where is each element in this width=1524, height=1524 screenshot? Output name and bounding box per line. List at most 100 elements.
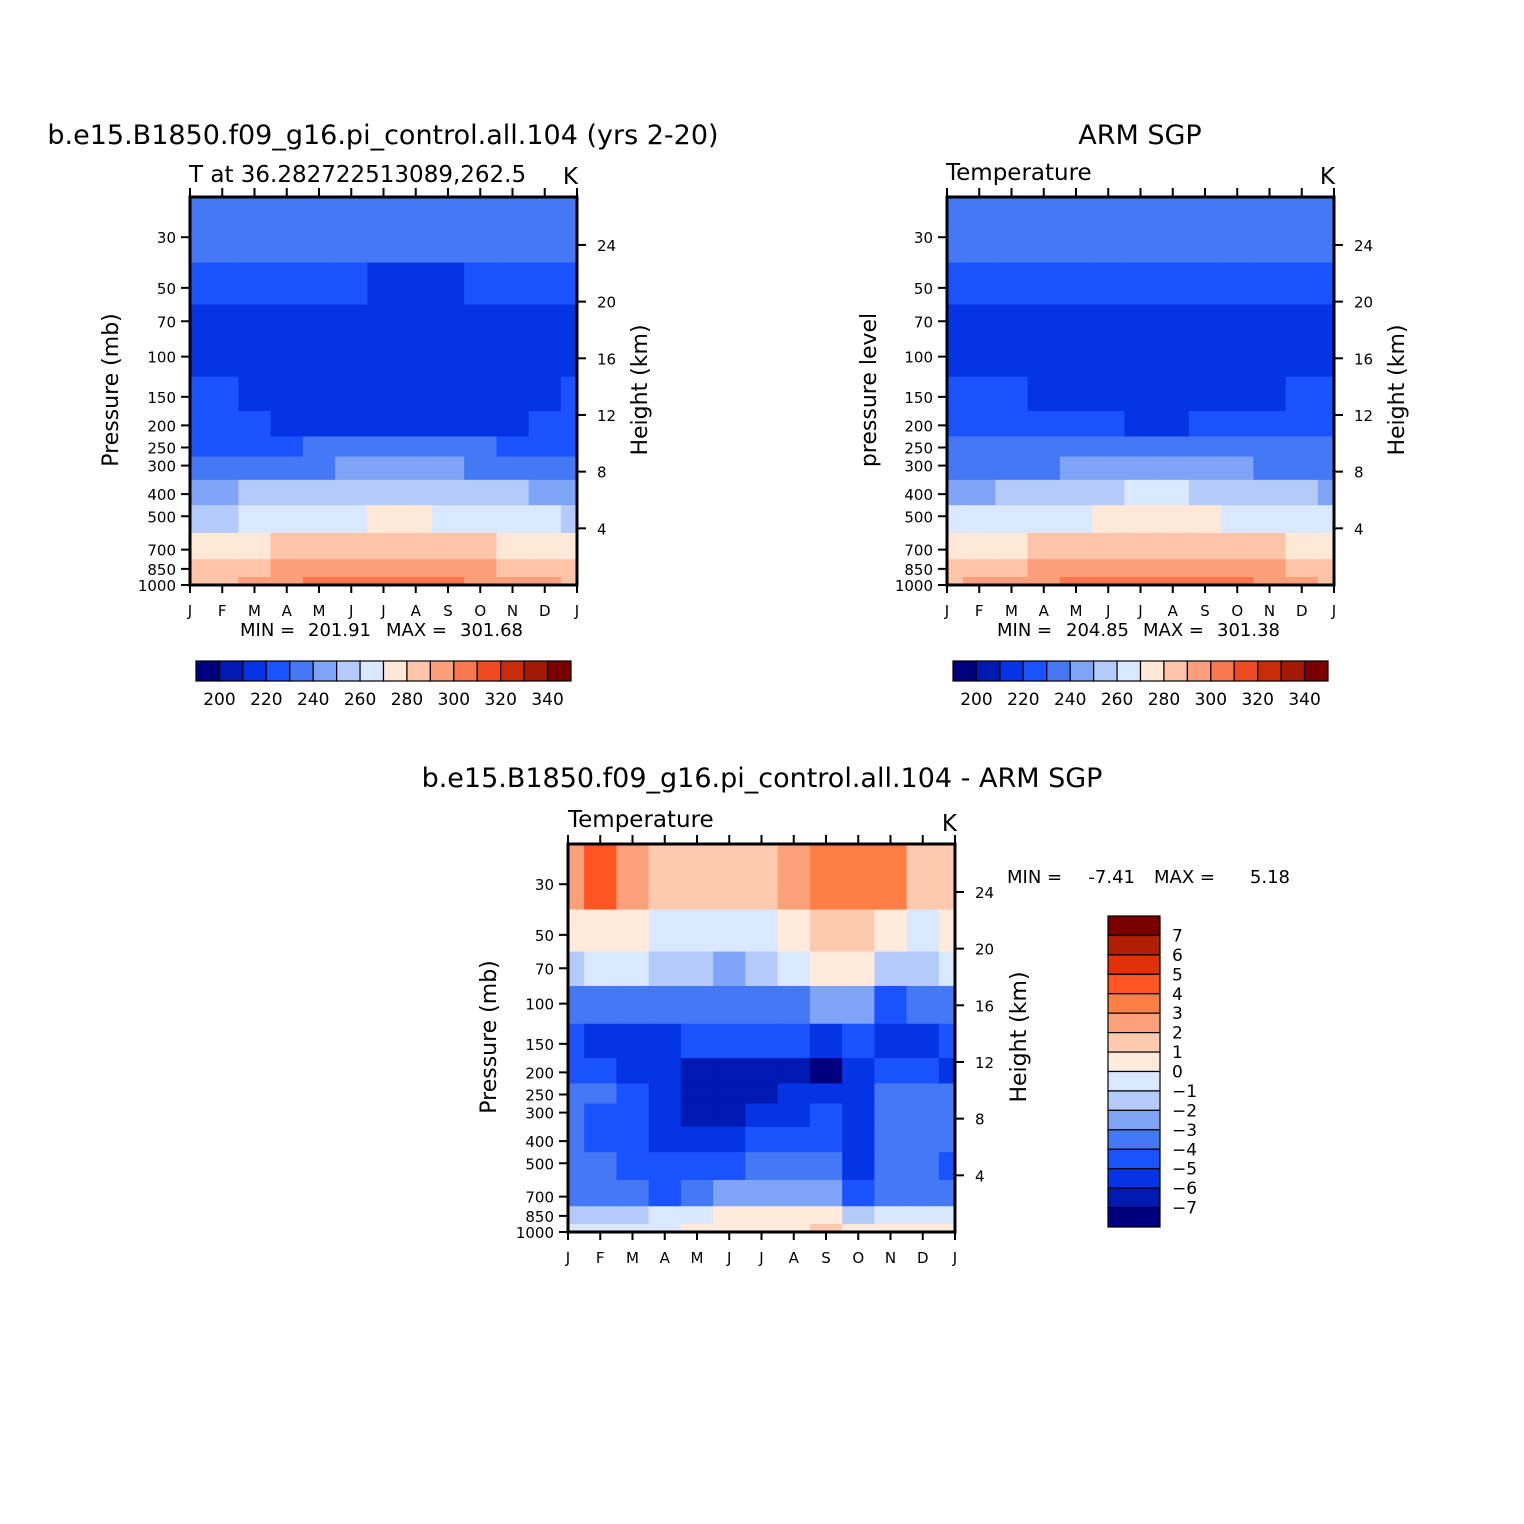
contour-cell-200mb-col1 — [584, 1058, 617, 1085]
label-bar-value--4: −4 — [1172, 1140, 1197, 1160]
contour-cell-400mb-col6 — [367, 479, 401, 506]
contour-cell-100mb-col2 — [238, 338, 272, 378]
pressure-tick-label-50: 50 — [157, 280, 176, 298]
label-bar-swatch — [523, 660, 549, 682]
contour-cell-500mb-col9 — [842, 1152, 875, 1181]
contour-cell-150mb-col3 — [270, 376, 304, 412]
contour-cell-700mb-col5 — [335, 532, 368, 560]
x-tick-label-j: J — [726, 1249, 731, 1267]
x-tick-label-f: F — [975, 602, 984, 620]
contour-cell-30mb-col9 — [464, 197, 497, 264]
contour-cell-30mb-col1 — [584, 844, 617, 911]
label-bar-value-2: 2 — [1172, 1024, 1183, 1044]
contour-cell-1000mb-col11 — [906, 1223, 940, 1233]
contour-cell-850mb-col3 — [1027, 559, 1061, 578]
contour-cell-700mb-col0 — [568, 1179, 585, 1207]
label-bar-swatch — [1257, 660, 1282, 682]
contour-cell-250mb-col4 — [680, 1083, 714, 1105]
contour-cell-50mb-col8 — [431, 262, 465, 306]
contour-cell-700mb-col0 — [947, 532, 964, 560]
contour-cell-100mb-col6 — [745, 985, 779, 1025]
contour-cell-500mb-col0 — [568, 1152, 585, 1181]
contour-cell-50mb-col9 — [1221, 262, 1254, 306]
panel-3-max-label: MAX = — [1154, 867, 1215, 888]
contour-cell-300mb-col10 — [1253, 456, 1287, 481]
label-bar-value--5: −5 — [1172, 1160, 1197, 1180]
contour-cell-30mb-col3 — [270, 197, 304, 264]
contour-cell-200mb-col11 — [906, 1058, 940, 1085]
contour-cell-250mb-col10 — [874, 1083, 908, 1105]
pressure-tick-label-850: 850 — [147, 561, 176, 579]
label-bar-swatch — [242, 660, 267, 682]
contour-cell-300mb-col7 — [1156, 456, 1190, 481]
contour-cell-850mb-col11 — [906, 1206, 940, 1225]
contour-cell-50mb-col2 — [995, 262, 1029, 306]
contour-cell-150mb-col12 — [1317, 376, 1335, 412]
pressure-tick-label-400: 400 — [147, 486, 176, 504]
contour-cell-70mb-col11 — [906, 951, 940, 987]
contour-cell-30mb-col10 — [874, 844, 908, 911]
contour-cell-30mb-col1 — [206, 197, 239, 264]
label-bar-value-200: 200 — [203, 690, 235, 710]
contour-cell-50mb-col3 — [270, 262, 304, 306]
contour-cell-850mb-col0 — [947, 559, 964, 578]
panel-1-contour-plot — [190, 197, 578, 586]
contour-cell-400mb-col8 — [1188, 479, 1222, 506]
contour-cell-30mb-col1 — [963, 197, 996, 264]
contour-cell-850mb-col5 — [713, 1206, 746, 1225]
contour-cell-150mb-col7 — [1156, 376, 1190, 412]
contour-cell-250mb-col8 — [1188, 436, 1222, 458]
contour-cell-850mb-col8 — [431, 559, 465, 578]
contour-cell-150mb-col10 — [496, 376, 530, 412]
contour-cell-1000mb-col11 — [528, 576, 562, 586]
contour-cell-250mb-col11 — [906, 1083, 940, 1105]
contour-cell-50mb-col1 — [206, 262, 239, 306]
contour-cell-150mb-col6 — [745, 1023, 779, 1059]
contour-cell-300mb-col3 — [1027, 456, 1061, 481]
label-bar-swatch — [382, 660, 408, 682]
contour-cell-700mb-col1 — [963, 532, 996, 560]
panel-3-title: b.e15.B1850.f09_g16.pi_control.all.104 -… — [422, 763, 1103, 794]
contour-cell-30mb-col3 — [648, 844, 682, 911]
pressure-tick-label-400: 400 — [525, 1133, 554, 1151]
contour-cell-850mb-col6 — [745, 1206, 779, 1225]
label-bar-swatch — [1107, 915, 1161, 937]
contour-cell-300mb-col2 — [995, 456, 1029, 481]
contour-cell-300mb-col0 — [190, 456, 207, 481]
pressure-tick-label-500: 500 — [147, 508, 176, 526]
contour-cell-850mb-col3 — [270, 559, 304, 578]
contour-cell-500mb-col3 — [648, 1152, 682, 1181]
contour-cell-30mb-col5 — [335, 197, 368, 264]
contour-cell-200mb-col6 — [745, 1058, 779, 1085]
contour-cell-300mb-col5 — [1092, 456, 1125, 481]
contour-cell-30mb-col5 — [713, 844, 746, 911]
contour-cell-1000mb-col2 — [238, 576, 272, 586]
label-bar-swatch — [952, 660, 978, 682]
pressure-tick-label-70: 70 — [914, 313, 933, 331]
contour-cell-1000mb-col7 — [1156, 576, 1190, 586]
height-tick-label-24: 24 — [975, 884, 994, 902]
contour-cell-100mb-col5 — [713, 985, 746, 1025]
height-tick-label-16: 16 — [1354, 350, 1373, 368]
label-bar-swatch — [1280, 660, 1306, 682]
contour-cell-70mb-col9 — [464, 304, 497, 340]
height-tick-label-20: 20 — [597, 294, 616, 312]
pressure-tick-label-200: 200 — [525, 1064, 554, 1082]
pressure-tick-label-30: 30 — [157, 229, 176, 247]
contour-cell-400mb-col3 — [270, 479, 304, 506]
contour-cell-150mb-col9 — [842, 1023, 875, 1059]
contour-cell-1000mb-col8 — [431, 576, 465, 586]
x-tick-label-j: J — [574, 602, 579, 620]
contour-cell-100mb-col7 — [777, 985, 811, 1025]
contour-cell-200mb-col0 — [190, 411, 207, 438]
contour-cell-200mb-col1 — [206, 411, 239, 438]
contour-cell-850mb-col3 — [648, 1206, 682, 1225]
contour-cell-250mb-col7 — [1156, 436, 1190, 458]
contour-cell-500mb-col1 — [963, 505, 996, 534]
contour-cell-850mb-col5 — [335, 559, 368, 578]
height-tick-label-4: 4 — [1354, 520, 1364, 538]
contour-cell-850mb-col11 — [528, 559, 562, 578]
contour-cell-700mb-col2 — [995, 532, 1029, 560]
x-tick-label-o: O — [474, 602, 486, 620]
